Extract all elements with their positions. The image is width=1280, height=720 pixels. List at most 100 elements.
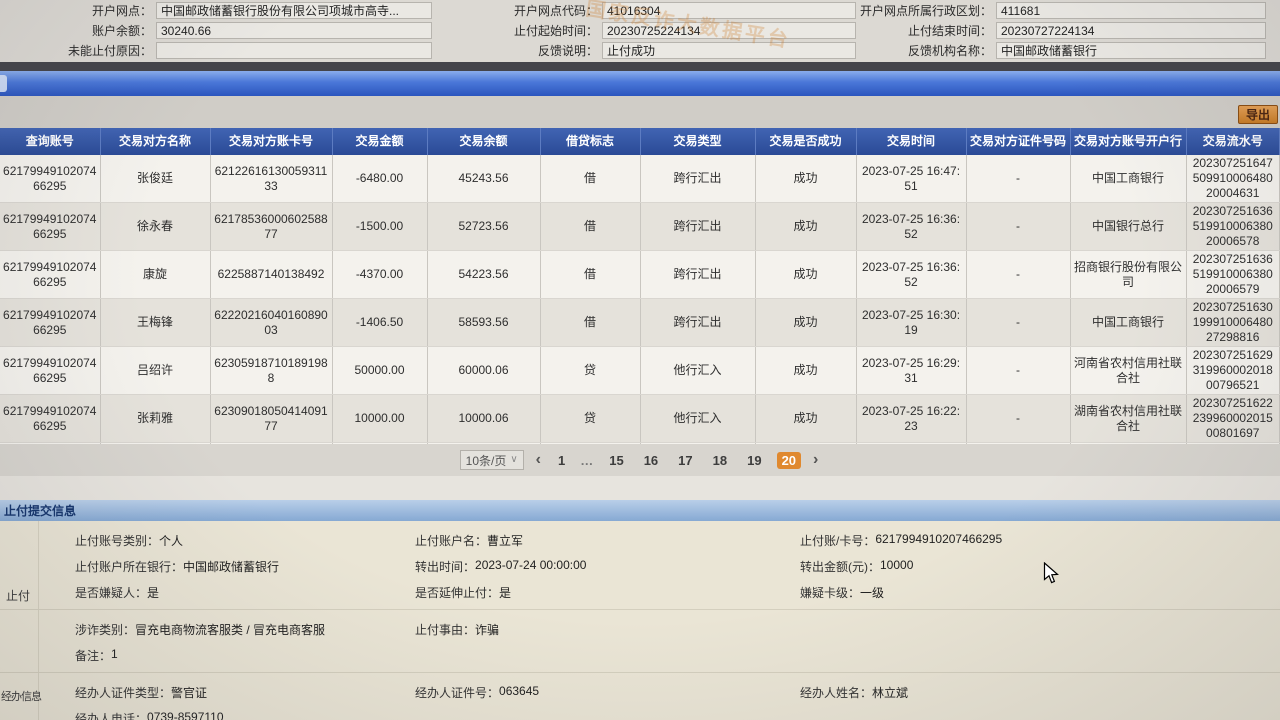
table-cell: 湖南省农村信用社联合社: [1070, 394, 1187, 443]
detail-row: 止付账户所在银行： 中国邮政储蓄银行 转出时间： 2023-07-24 00:00:0…: [0, 553, 1280, 579]
table-cell: -: [966, 155, 1071, 203]
page-button-1[interactable]: 1: [557, 452, 566, 468]
column-header: 借贷标志: [540, 128, 641, 155]
table-cell: -1406.50: [332, 298, 428, 347]
table-cell: 康旋: [100, 250, 211, 299]
table-cell: 贷: [540, 346, 641, 395]
column-header: 交易是否成功: [755, 128, 857, 155]
field-value-box: 411681: [996, 2, 1266, 19]
form-field: 止付起始时间： 20230725224134: [432, 21, 856, 40]
field-label: 止付账号类别：: [75, 533, 160, 548]
field-value: 6217994910207466295: [875, 531, 1003, 546]
prev-page-button[interactable]: ‹: [535, 451, 541, 468]
table-cell: -: [966, 394, 1071, 443]
page-button-20[interactable]: 20: [776, 451, 802, 469]
field-value: 是: [147, 585, 160, 600]
table-row[interactable]: 6217994910207466295 吕绍许 623059187101891988…: [0, 346, 1280, 395]
page-size-select[interactable]: 10条/页 ∨: [459, 450, 524, 470]
page-button-17[interactable]: 17: [678, 452, 693, 468]
detail-field: 止付账号类别： 个人: [0, 532, 415, 549]
column-header: 交易时间: [856, 128, 967, 155]
table-cell: 20230725163651991000638020006579: [1186, 250, 1280, 299]
table-cell: 跨行汇出: [640, 250, 756, 299]
field-label: 是否嫌疑人：: [75, 585, 148, 600]
table-toolbar: 导出: [0, 96, 1280, 128]
field-label: 反馈说明：: [537, 44, 598, 58]
table-row[interactable]: 6217994910207466295 张莉雅 623090180504140917…: [0, 394, 1280, 443]
field-value: 10000: [880, 557, 914, 572]
table-cell: 张莉雅: [100, 394, 211, 443]
detail-field: 转出金额(元)： 10000: [800, 558, 1280, 575]
submit-info-body: 止付 经办信息 止付账号类别： 个人 止付账户名： 曹立军 止付账/卡号： 6217994…: [0, 521, 1280, 720]
table-cell: 6217853600060258877: [210, 202, 333, 251]
field-label: 备注：: [75, 648, 112, 663]
field-value: 个人: [159, 533, 184, 548]
field-label: 止付账户名：: [415, 533, 488, 548]
table-row[interactable]: 6217994910207466295 王梅锋 622202160401608900…: [0, 298, 1280, 347]
column-header: 交易对方名称: [100, 128, 211, 155]
field-value: 2023-07-24 00:00:00: [475, 557, 587, 572]
field-value: 林立斌: [872, 685, 909, 700]
detail-field: 经办人姓名： 林立斌: [800, 684, 1280, 701]
table-cell: 2023-07-25 16:47:51: [856, 155, 967, 203]
table-row[interactable]: 6217994910207466295 康旋 6225887140138492 -43…: [0, 250, 1280, 299]
field-label: 经办人姓名：: [800, 685, 873, 700]
field-value: 中国邮政储蓄银行: [183, 559, 280, 574]
table-row[interactable]: 6217994910207466295 张俊廷 621226161300593113…: [0, 155, 1280, 203]
table-cell: 6217994910207466295: [0, 394, 101, 443]
table-cell: 6217994910207466295: [0, 250, 101, 299]
table-cell: 贷: [540, 394, 641, 443]
chevron-down-icon: ∨: [510, 454, 518, 465]
table-cell: -4370.00: [332, 250, 428, 299]
detail-row: 是否嫌疑人：是是否延伸止付：是嫌疑卡级： 一级: [0, 579, 1280, 605]
window-edge-strip: [0, 62, 1280, 71]
field-label: 账户余额：: [91, 24, 152, 38]
account-form-row: 账户余额： 30240.66 止付起始时间： 20230725224134 止付结束时间…: [0, 21, 1280, 40]
table-cell: 6217994910207466295: [0, 298, 101, 347]
side-label-handler-info: 经办信息: [1, 691, 42, 703]
table-cell: 他行汇入: [640, 394, 756, 443]
form-field: 开户网点所属行政区划： 411681: [856, 1, 1280, 20]
detail-field: 止付账户所在银行： 中国邮政储蓄银行: [0, 558, 415, 575]
table-cell: 成功: [755, 250, 857, 299]
detail-group: 涉诈类别： 冒充电商物流客服类 / 冒充电商客服 止付事由： 诈骗 备注： 1: [0, 610, 1280, 673]
page-button-18[interactable]: 18: [712, 452, 728, 468]
table-cell: 54223.56: [427, 250, 541, 299]
field-value-box: 30240.66: [156, 22, 432, 39]
form-field: 反馈机构名称： 中国邮政储蓄银行: [856, 41, 1280, 60]
account-form-row: 未能止付原因： 反馈说明： 止付成功 反馈机构名称： 中国邮政储蓄银行: [0, 41, 1280, 60]
field-label: 嫌疑卡级：: [800, 585, 861, 600]
detail-row: 涉诈类别： 冒充电商物流客服类 / 冒充电商客服 止付事由： 诈骗: [0, 616, 1280, 642]
form-field: 反馈说明： 止付成功: [432, 41, 856, 60]
column-header: 交易流水号: [1186, 128, 1280, 155]
table-cell: 张俊廷: [100, 155, 211, 203]
table-cell: 王梅锋: [100, 298, 211, 347]
table-cell: 成功: [755, 394, 857, 443]
field-label: 止付起始时间：: [513, 24, 598, 38]
table-cell: 2023-07-25 16:30:19: [856, 298, 967, 347]
page-button-19[interactable]: 19: [747, 452, 762, 468]
page-button-15[interactable]: 15: [609, 452, 624, 468]
next-page-button[interactable]: ›: [813, 451, 819, 468]
detail-field: 经办人证件号： 063645: [415, 684, 800, 701]
column-header: 交易对方证件号码: [966, 128, 1071, 155]
table-cell: 6212261613005931133: [210, 155, 333, 203]
account-info-form: 开户网点： 中国邮政储蓄银行股份有限公司项城市高寺... 开户网点代码： 410163…: [0, 0, 1280, 62]
field-value-box: 20230727224134: [996, 22, 1266, 39]
detail-row: 经办人电话： 0739-8597110: [0, 705, 1280, 720]
detail-field: 经办人证件类型： 警官证: [0, 684, 415, 701]
table-row[interactable]: 6217994910207466295 徐永春 621785360006025887…: [0, 202, 1280, 251]
field-label: 转出时间：: [415, 559, 476, 574]
field-value-box: 止付成功: [602, 42, 856, 59]
field-value: 曹立军: [487, 533, 524, 548]
table-cell: 10000.00: [332, 394, 428, 443]
table-cell: 6222021604016089003: [210, 298, 333, 347]
detail-field: 嫌疑卡级： 一级: [800, 584, 1280, 601]
page-button-16[interactable]: 16: [643, 452, 659, 468]
table-cell: 吕绍许: [100, 346, 211, 395]
column-header: 查询账号: [0, 128, 101, 155]
table-cell: 中国工商银行: [1070, 298, 1187, 347]
table-cell: 河南省农村信用社联合社: [1070, 346, 1187, 395]
field-value-box: 20230725224134: [602, 22, 856, 39]
export-button[interactable]: 导出: [1237, 105, 1278, 124]
